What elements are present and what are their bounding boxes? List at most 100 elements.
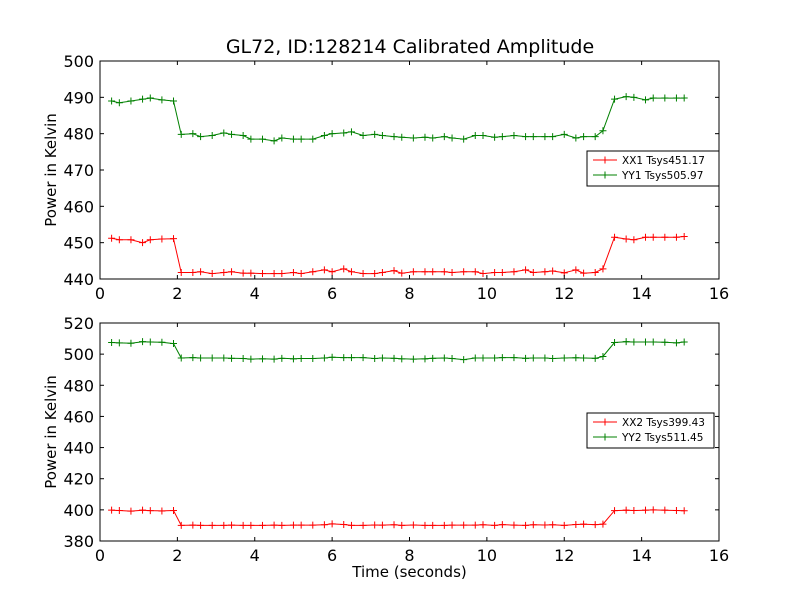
data-point [630, 236, 638, 244]
y-tick-label: 480 [63, 376, 94, 395]
data-point [398, 355, 406, 363]
data-point [197, 521, 205, 529]
data-point [258, 270, 266, 278]
data-point [641, 506, 649, 514]
x-tick-label: 16 [709, 284, 729, 303]
data-point [510, 354, 518, 362]
data-point [139, 338, 147, 346]
data-point [448, 134, 456, 142]
data-point [409, 521, 417, 529]
x-tick-label: 14 [631, 546, 651, 565]
data-point [448, 268, 456, 276]
x-tick-label: 0 [95, 284, 105, 303]
legend-label: YY1 Tsys505.97 [621, 170, 703, 182]
y-tick-label: 500 [63, 52, 94, 71]
data-point [680, 507, 688, 515]
legend-item: XX2 Tsys399.43 [593, 417, 705, 429]
data-point [529, 354, 537, 362]
data-point [127, 236, 135, 244]
data-point [622, 93, 630, 101]
data-point [591, 268, 599, 276]
data-point [347, 521, 355, 529]
data-point [247, 269, 255, 277]
x-tick-label: 12 [554, 546, 574, 565]
data-point [541, 521, 549, 529]
y-axis-label: Power in Kelvin [42, 113, 60, 227]
legend-label: XX2 Tsys399.43 [622, 417, 705, 429]
y-tick-label: 500 [63, 345, 94, 364]
data-point [522, 133, 530, 141]
data-point [139, 506, 147, 514]
data-point [208, 354, 216, 362]
data-point [197, 133, 205, 141]
data-point [177, 268, 185, 276]
plot-area [108, 93, 688, 278]
data-point [572, 520, 580, 528]
data-point [440, 354, 448, 362]
data-point [289, 521, 297, 529]
data-point [127, 97, 135, 105]
legend-marker [601, 156, 609, 164]
data-point [228, 521, 236, 529]
data-point [115, 506, 123, 514]
data-point [297, 135, 305, 143]
data-point [471, 354, 479, 362]
data-point [440, 268, 448, 276]
x-tick-label: 0 [95, 546, 105, 565]
data-point [158, 507, 166, 515]
bottom-panel: 0 2 4 6 8 10 12 14 16 380 400 420 440 460 480 500 520 Pow… [42, 314, 729, 581]
data-point [409, 268, 417, 276]
data-point [479, 354, 487, 362]
x-tick-label: 4 [250, 546, 260, 565]
data-point [309, 135, 317, 143]
data-point [448, 521, 456, 529]
data-point [320, 131, 328, 139]
data-point [572, 134, 580, 142]
data-point [549, 521, 557, 529]
data-point [549, 355, 557, 363]
data-point [189, 130, 197, 138]
data-point [359, 521, 367, 529]
data-point [572, 266, 580, 274]
data-point [378, 354, 386, 362]
data-point [247, 355, 255, 363]
data-point [522, 266, 530, 274]
series-line [111, 96, 685, 142]
legend-item: YY2 Tsys511.45 [593, 432, 703, 444]
data-point [371, 521, 379, 529]
top-panel: 0 2 4 6 8 10 12 14 16 440 450 460 470 480 490 500 Power … [42, 52, 729, 303]
data-point [340, 129, 348, 137]
data-point [421, 355, 429, 363]
legend-marker [601, 418, 609, 426]
data-point [661, 94, 669, 102]
data-point [347, 268, 355, 276]
y-tick-label: 440 [63, 270, 94, 289]
data-point [611, 95, 619, 103]
legend-box [586, 412, 715, 449]
data-point [661, 233, 669, 241]
data-point [197, 268, 205, 276]
data-point [429, 521, 437, 529]
data-point [541, 133, 549, 141]
data-point [560, 521, 568, 529]
series-1 [108, 232, 688, 278]
y-tick-label: 470 [63, 161, 94, 180]
x-tick-label: 4 [250, 284, 260, 303]
data-point [258, 521, 266, 529]
y-tick-label: 440 [63, 439, 94, 458]
data-point [347, 128, 355, 136]
data-point [115, 99, 123, 107]
data-point [448, 355, 456, 363]
data-point [649, 233, 657, 241]
data-point [398, 269, 406, 277]
data-point [680, 232, 688, 240]
data-point [278, 270, 286, 278]
data-point [228, 354, 236, 362]
data-point [378, 521, 386, 529]
data-point [309, 521, 317, 529]
data-point [328, 520, 336, 528]
data-point [661, 506, 669, 514]
data-point [270, 270, 278, 278]
chart-title: GL72, ID:128214 Calibrated Amplitude [226, 36, 594, 58]
y-tick-label: 460 [63, 407, 94, 426]
